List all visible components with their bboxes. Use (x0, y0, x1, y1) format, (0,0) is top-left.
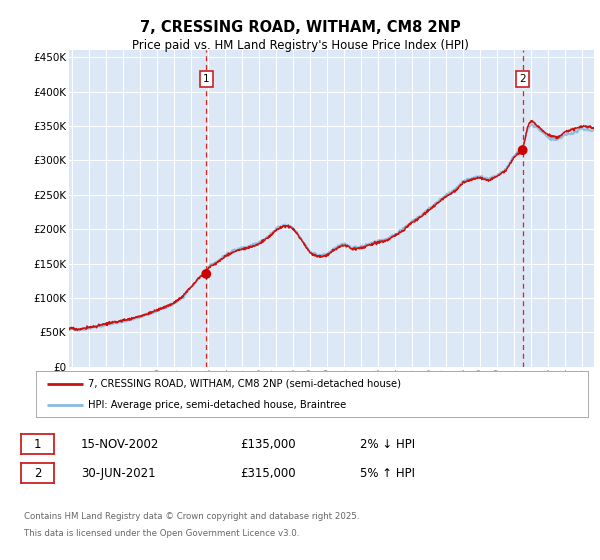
Point (518, 146, 527, 155)
Text: Price paid vs. HM Land Registry's House Price Index (HPI): Price paid vs. HM Land Registry's House … (131, 39, 469, 52)
Point (202, 269, 211, 278)
Text: 30-JUN-2021: 30-JUN-2021 (81, 466, 155, 480)
Text: £135,000: £135,000 (240, 437, 296, 451)
Text: This data is licensed under the Open Government Licence v3.0.: This data is licensed under the Open Gov… (24, 529, 299, 538)
Text: 5% ↑ HPI: 5% ↑ HPI (360, 466, 415, 480)
Text: 2: 2 (520, 74, 526, 84)
Text: £315,000: £315,000 (240, 466, 296, 480)
Text: 1: 1 (203, 74, 209, 84)
Text: 15-NOV-2002: 15-NOV-2002 (81, 437, 160, 451)
Text: 2: 2 (34, 466, 41, 480)
Text: Contains HM Land Registry data © Crown copyright and database right 2025.: Contains HM Land Registry data © Crown c… (24, 512, 359, 521)
Text: HPI: Average price, semi-detached house, Braintree: HPI: Average price, semi-detached house,… (88, 400, 347, 410)
Text: 1: 1 (34, 437, 41, 451)
Text: 7, CRESSING ROAD, WITHAM, CM8 2NP: 7, CRESSING ROAD, WITHAM, CM8 2NP (140, 20, 460, 35)
Text: 7, CRESSING ROAD, WITHAM, CM8 2NP (semi-detached house): 7, CRESSING ROAD, WITHAM, CM8 2NP (semi-… (88, 379, 401, 389)
Text: 2% ↓ HPI: 2% ↓ HPI (360, 437, 415, 451)
